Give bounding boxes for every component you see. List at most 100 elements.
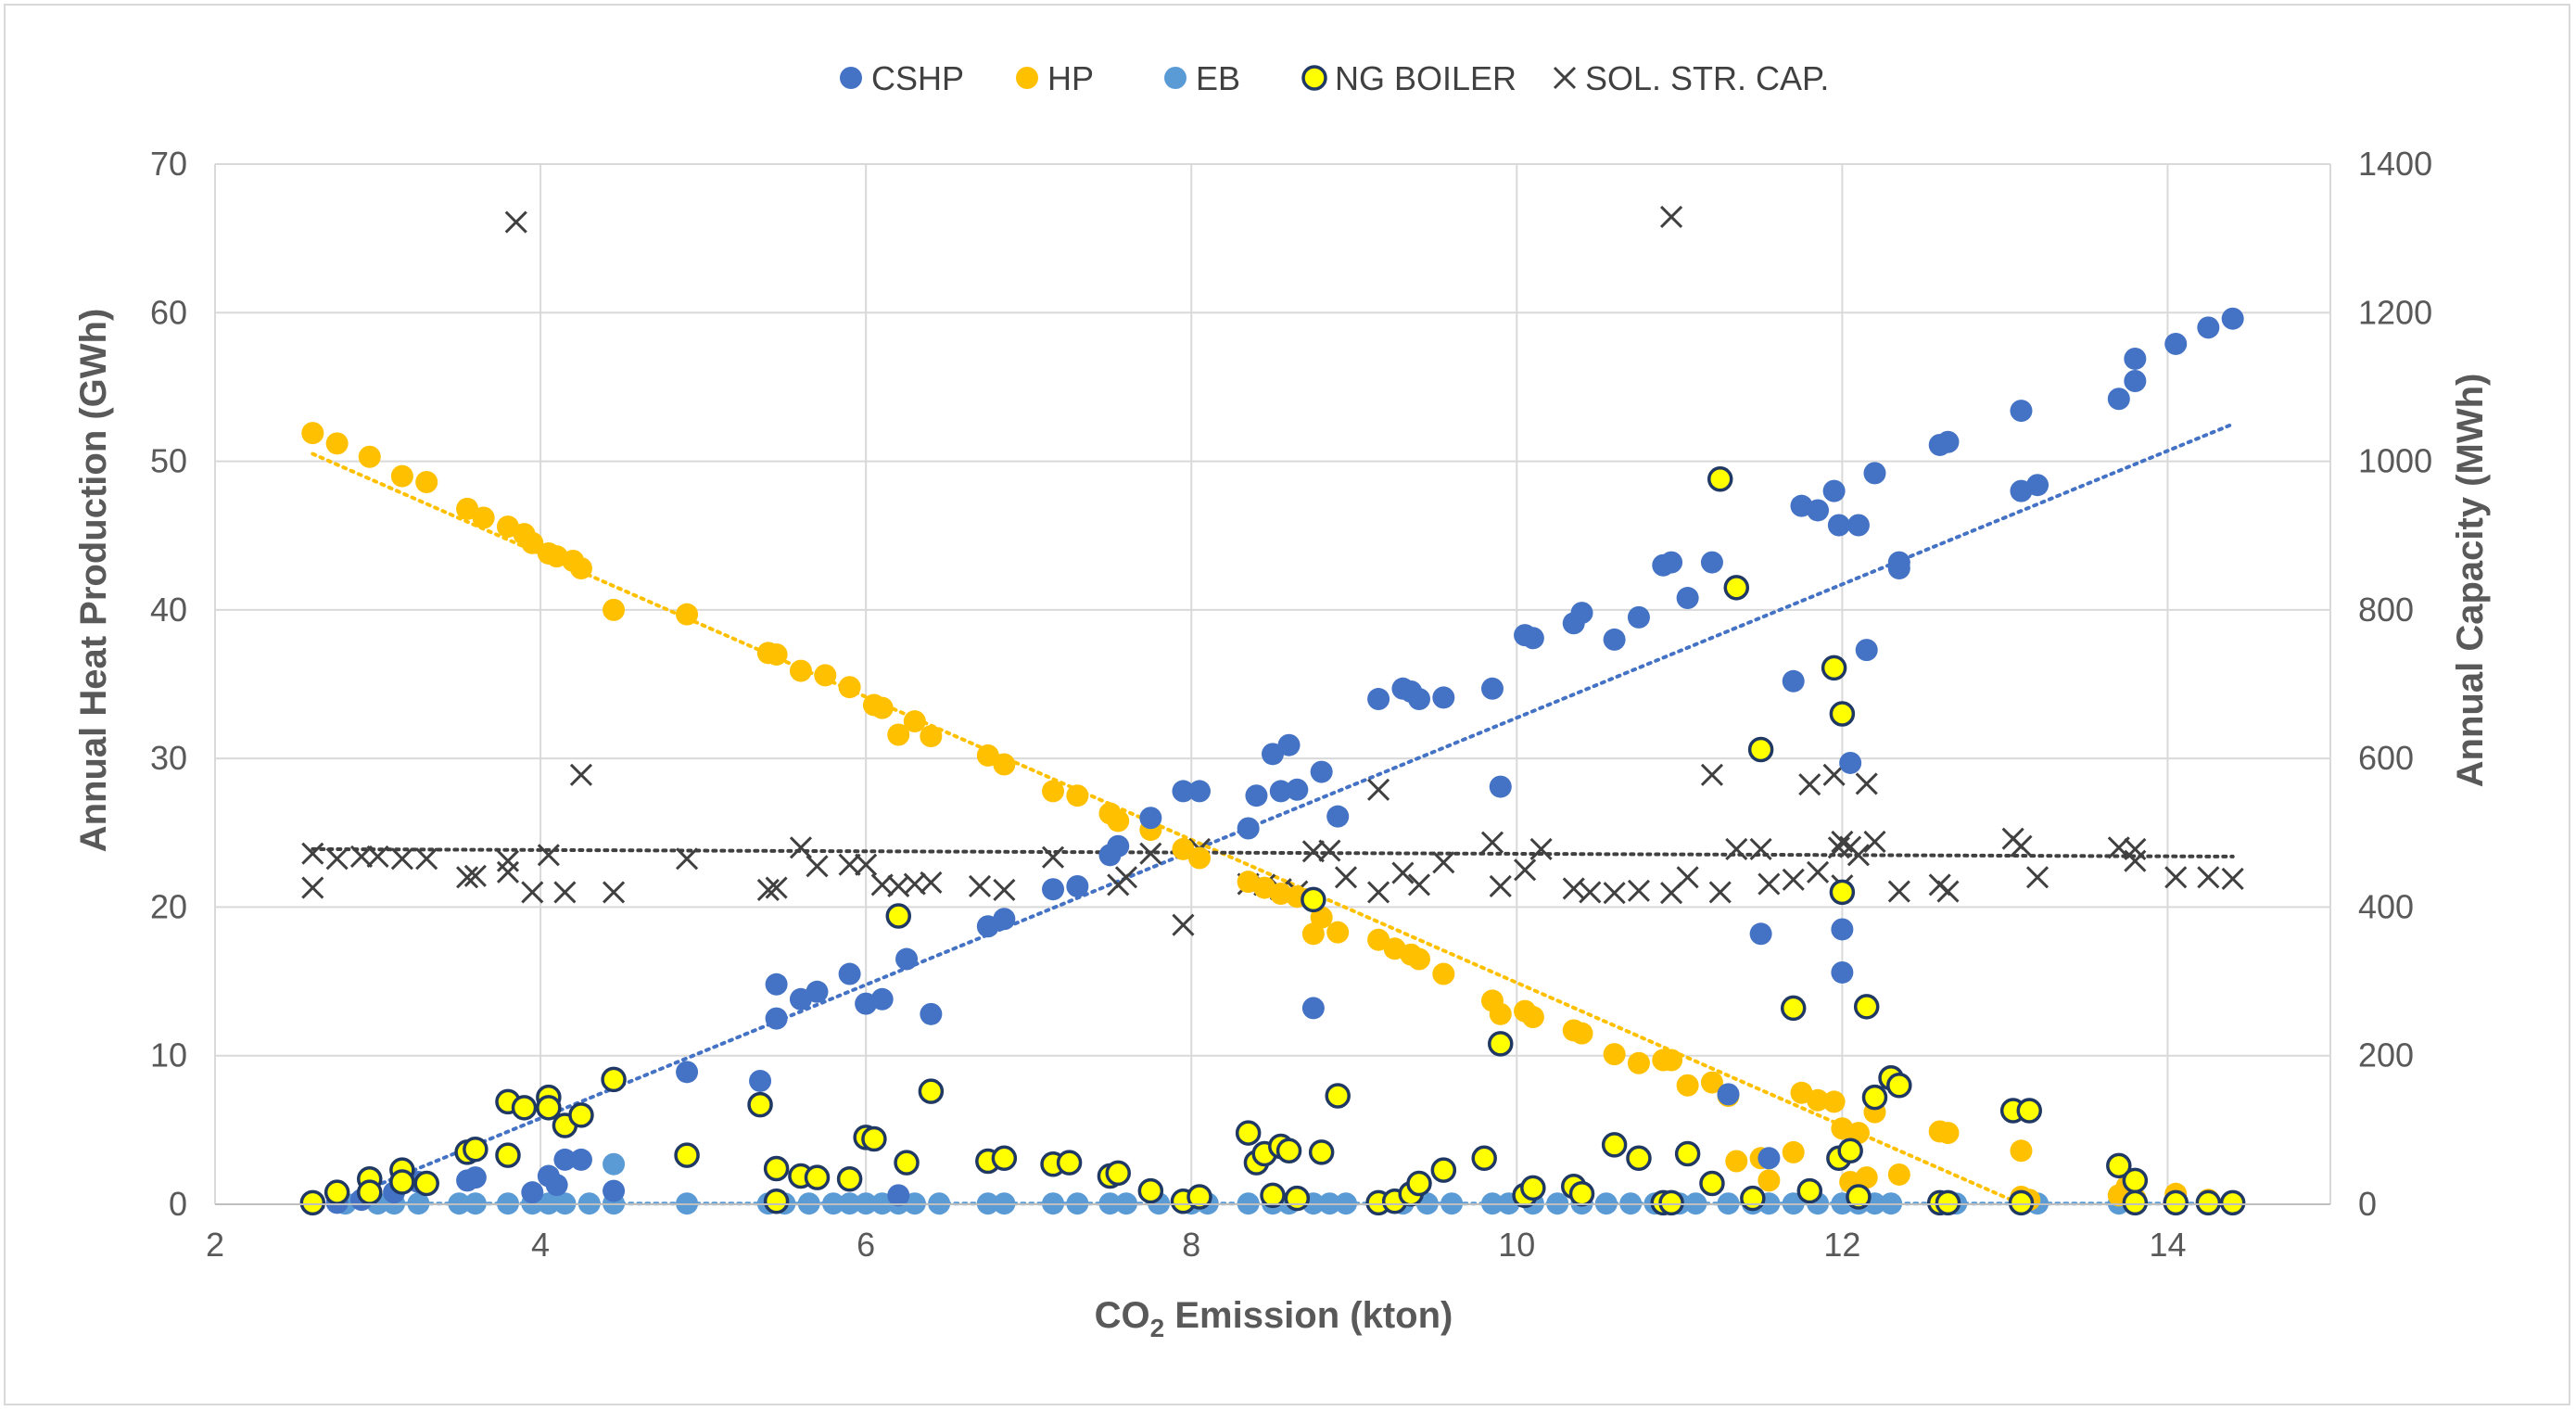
point-sol-str-cap [537, 844, 560, 867]
point-cshp [1782, 669, 1805, 693]
point-cshp [895, 947, 919, 971]
point-sol-str-cap-stroke [415, 847, 438, 871]
point-cshp [1277, 733, 1301, 756]
point-ng-boiler [1796, 1177, 1823, 1204]
point-cshp [1603, 628, 1626, 651]
point-ng-boiler [357, 1179, 383, 1205]
point-sol-str-cap [1758, 872, 1781, 896]
point-ng-boiler [1861, 1084, 1888, 1111]
point-sol-str-cap [1676, 866, 1699, 889]
point-sol-str-cap-stroke [1725, 837, 1748, 860]
point-sol-str-cap [838, 853, 861, 876]
point-ng-boiler [1853, 994, 1880, 1020]
point-ng-boiler [885, 903, 912, 929]
point-cshp [2164, 332, 2188, 355]
point-hp [814, 664, 837, 687]
axes: 0 10 20 30 40 50 60 70 2 4 6 8 10 12 14 0 200 400 600 800 10… [150, 145, 2432, 1264]
point-ng-boiler [674, 1142, 700, 1168]
point-sol-str-cap-stroke [903, 872, 926, 896]
point-hp [1936, 1122, 1960, 1145]
scatter-chart: 0 10 20 30 40 50 60 70 2 4 6 8 10 12 14 0 200 400 600 800 10… [73, 59, 2491, 1342]
point-ng-boiler [324, 1179, 350, 1205]
point-ng-boiler [1488, 1031, 1514, 1057]
point-cshp [521, 1181, 544, 1204]
point-hp [920, 725, 943, 748]
point-hp [325, 432, 349, 455]
point-ng-boiler [2122, 1167, 2149, 1194]
point-sol-str-cap-stroke [1334, 866, 1358, 889]
point-sol-str-cap-stroke [2221, 867, 2244, 891]
point-cshp [1717, 1083, 1740, 1106]
point-sol-str-cap-stroke [1806, 860, 1830, 883]
point-sol-str-cap-stroke [2025, 866, 2049, 889]
y-tick-label: 50 [150, 442, 187, 480]
point-sol-str-cap [1708, 881, 1732, 904]
point-sol-str-cap-stroke [855, 853, 878, 876]
point-sol-str-cap [1660, 205, 1683, 228]
point-ng-boiler [2195, 1189, 2222, 1216]
y-tick-label: 70 [150, 145, 187, 183]
point-sol-str-cap-stroke [1041, 845, 1065, 869]
point-sol-str-cap-stroke [1700, 763, 1724, 786]
point-sol-str-cap-stroke [504, 210, 527, 234]
y2-tick-label: 0 [2358, 1185, 2377, 1223]
point-hp [358, 445, 381, 468]
point-sol-str-cap [789, 836, 812, 859]
point-sol-str-cap-stroke [1367, 881, 1390, 904]
point-sol-str-cap-stroke [1782, 868, 1805, 891]
point-ng-boiler [836, 1166, 863, 1192]
point-ng-boiler [2008, 1189, 2035, 1216]
point-ng-boiler [511, 1095, 538, 1121]
point-cshp [1107, 834, 1130, 858]
point-sol-str-cap-stroke [1676, 866, 1699, 889]
point-sol-str-cap-stroke [603, 881, 626, 904]
point-sol-str-cap-stroke [301, 876, 324, 899]
point-sol-str-cap-stroke [1936, 880, 1960, 903]
legend-item-cshp: CSHP [840, 59, 964, 97]
point-sol-str-cap [1627, 879, 1651, 902]
point-sol-str-cap [569, 763, 593, 786]
point-cshp [993, 908, 1016, 931]
gridlines [214, 163, 2331, 1205]
point-sol-str-cap [415, 847, 438, 871]
point-hp [1107, 809, 1130, 833]
point-cshp [920, 1002, 943, 1025]
point-ng-boiler [1186, 1184, 1212, 1210]
x-axis-title: CO2 Emission (kton) [1095, 1295, 1453, 1342]
point-hp [1887, 1163, 1910, 1186]
point-cshp [2197, 316, 2220, 339]
point-ng-boiler [1308, 1139, 1335, 1165]
point-cshp [1627, 605, 1650, 629]
legend-item-ng-boiler: NG BOILER [1301, 59, 1516, 97]
point-cshp [1326, 805, 1350, 828]
point-ng-boiler [1846, 1184, 1872, 1210]
point-eb [603, 1152, 626, 1176]
point-ng-boiler [1056, 1150, 1083, 1176]
point-hp [521, 531, 544, 554]
legend-marker-cshp [840, 67, 862, 89]
point-hp [976, 744, 999, 767]
point-sol-str-cap [1041, 845, 1065, 869]
point-cshp [870, 987, 894, 1011]
point-cshp [1700, 551, 1723, 574]
point-sol-str-cap-stroke [993, 878, 1016, 902]
point-sol-str-cap-stroke [1831, 830, 1854, 853]
point-hp [1758, 1169, 1781, 1192]
point-cshp [1310, 760, 1333, 783]
point-cshp [1863, 462, 1886, 485]
legend-marker-eb [1164, 67, 1186, 89]
point-ng-boiler [1829, 879, 1856, 906]
x-tick-label: 6 [857, 1226, 875, 1264]
y-axis-title: Annual Heat Production (GWh) [73, 309, 114, 853]
point-ng-boiler [1699, 1170, 1725, 1197]
point-sol-str-cap-stroke [1579, 881, 1602, 904]
point-sol-str-cap-stroke [456, 866, 479, 889]
point-sol-str-cap-stroke [2164, 866, 2188, 889]
point-sol-str-cap [676, 847, 699, 871]
point-sol-str-cap-stroke [1480, 831, 1504, 854]
y2-tick-label: 600 [2358, 739, 2414, 777]
point-cshp [1822, 479, 1846, 502]
point-sol-str-cap [1334, 866, 1358, 889]
point-sol-str-cap [920, 871, 943, 895]
point-ng-boiler [1301, 886, 1326, 913]
